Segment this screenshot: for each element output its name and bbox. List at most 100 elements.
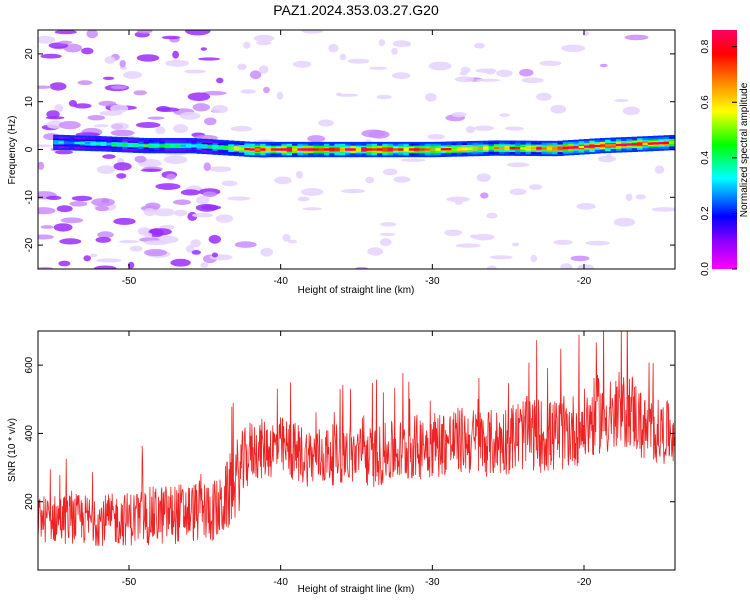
spectrogram-noise-cell	[96, 165, 116, 175]
spectrogram-noise-cell	[198, 57, 221, 61]
snr-y-tick-label: 200	[24, 493, 35, 510]
spectrogram-noise-cell	[282, 233, 291, 242]
spectrogram-noise-cell	[392, 40, 411, 47]
spectrogram-band-cell	[536, 147, 543, 150]
spectrogram-band-cell	[355, 148, 362, 151]
spectrogram-noise-cell	[54, 104, 64, 113]
spectrogram-noise-cell	[136, 54, 160, 62]
spectrogram-band-cell	[446, 148, 452, 151]
spectrogram-noise-cell	[499, 113, 510, 117]
spectrogram-noise-cell	[113, 217, 136, 225]
spectrogram-noise-cell	[143, 232, 153, 238]
spectrogram-noise-cell	[300, 188, 324, 196]
spectrogram-noise-cell	[474, 42, 485, 49]
spectrogram-noise-cell	[118, 240, 140, 244]
spectrogram-noise-cell	[380, 238, 392, 247]
spectrogram-noise-cell	[110, 129, 135, 137]
colorbar-ticks: 0.0 0.2 0.4 0.6 0.8	[700, 39, 737, 276]
spectrogram-band-cell	[164, 144, 171, 147]
spectrogram-noise-cell	[240, 89, 256, 94]
spectrogram-band-cell	[626, 143, 633, 146]
spectrogram-band-cell	[483, 147, 489, 150]
spectrogram-band-cell	[276, 148, 282, 151]
spectrogram-noise-cell	[155, 183, 181, 190]
spectrogram-noise-cell	[60, 217, 84, 224]
spectrogram-band-cell	[297, 148, 304, 151]
spectrogram-band-cell	[180, 144, 187, 147]
spectrogram-noise-cell	[211, 105, 229, 114]
spectrogram-noise-cell	[622, 106, 640, 116]
spectrogram-noise-cell	[104, 56, 116, 64]
spectrogram-noise-cell	[56, 205, 73, 213]
spectrogram-noise-cell	[208, 234, 221, 244]
spectrogram-band-cell	[589, 145, 596, 148]
spectrogram-noise-cell	[274, 176, 292, 185]
spectrogram-noise-cell	[54, 150, 74, 155]
spectrogram-band-cell	[440, 148, 447, 151]
snr-marks	[38, 331, 675, 546]
spectrogram-noise-cell	[585, 240, 610, 246]
spectrogram-noise-cell	[553, 239, 573, 245]
snr-y-tick-label: 600	[24, 356, 35, 373]
spectrogram-noise-cell	[45, 116, 65, 120]
spectrogram-noise-cell	[46, 195, 62, 200]
spectrogram-noise-cell	[190, 239, 202, 248]
spectrogram-noise-cell	[187, 92, 211, 101]
colorbar-label: Normalized spectral amplitude	[739, 82, 750, 217]
spectrogram-noise-cell	[81, 47, 94, 55]
spectrogram-band-cell	[233, 147, 240, 150]
spectrogram-band-cell	[366, 148, 373, 151]
spectrogram-band-cell	[74, 141, 81, 145]
spectrogram-band-cell	[562, 146, 569, 150]
spectrogram-band-cell	[509, 147, 516, 150]
snr-x-tick-label: -20	[577, 577, 592, 588]
spectrogram-noise-cell	[102, 76, 115, 81]
spectrogram-band-cell	[154, 144, 160, 147]
colorbar-tick-label: 0.4	[700, 150, 711, 164]
spectrogram-noise-cell	[38, 85, 52, 89]
spectrogram-band-cell	[170, 144, 176, 147]
spectrogram-noise-cell	[287, 239, 298, 244]
spectrogram-band-cell	[228, 146, 235, 150]
spectrogram-band-cell	[100, 142, 107, 146]
spectrogram-noise-cell	[485, 68, 496, 75]
spectrogram-band-cell	[207, 145, 213, 148]
figure-title: PAZ1.2024.353.03.27.G20	[273, 2, 439, 18]
spectrogram-band-cell	[85, 142, 91, 145]
spectrogram-noise-cell	[506, 162, 530, 168]
spectrogram-band-cell	[249, 148, 256, 151]
spectrogram-noise-cell	[625, 193, 633, 202]
spectrogram-noise-cell	[119, 60, 126, 68]
spectrogram-band-cell	[599, 144, 606, 147]
spectrogram-noise-cell	[339, 53, 346, 61]
spectrogram-noise-cell	[369, 66, 388, 70]
spectrogram-noise-cell	[38, 266, 54, 269]
spectrogram-band-cell	[408, 148, 415, 151]
spectrogram-noise-cell	[496, 69, 513, 78]
spectrogram-band-cell	[504, 147, 511, 150]
spectrogram-band-cell	[318, 148, 325, 151]
spectrogram-band-cell	[223, 146, 229, 149]
spectrogram-noise-cell	[576, 203, 596, 210]
spectrogram-band-cell	[116, 143, 123, 146]
spectrogram-noise-cell	[77, 80, 93, 86]
colorbar: 0.0 0.2 0.4 0.6 0.8 Normalized spectral ampl…	[700, 30, 750, 276]
snr-x-label: Height of straight line (km)	[298, 584, 415, 595]
spectrogram-noise-cell	[59, 238, 82, 245]
spectrogram-noise-cell	[144, 249, 168, 257]
spectrogram-noise-cell	[71, 195, 93, 201]
spectrogram-noise-cell	[393, 176, 411, 183]
spectrogram-noise-cell	[38, 234, 54, 240]
spectrogram-noise-cell	[654, 165, 665, 174]
spectrogram-noise-cell	[391, 72, 411, 79]
spectrogram-noise-cell	[455, 243, 481, 248]
spectrogram-band-cell	[308, 148, 314, 151]
spectrogram-band-cell	[610, 144, 617, 147]
spectrogram-band-cell	[212, 145, 219, 149]
spectrogram-noise-cell	[122, 71, 143, 79]
spectrogram-band-cell	[138, 144, 144, 147]
spectrogram-noise-cell	[255, 41, 272, 46]
spectrogram-noise-cell	[428, 61, 452, 71]
spectrogram-noise-cell	[113, 162, 132, 171]
snr-x-tick-label: -30	[425, 577, 440, 588]
